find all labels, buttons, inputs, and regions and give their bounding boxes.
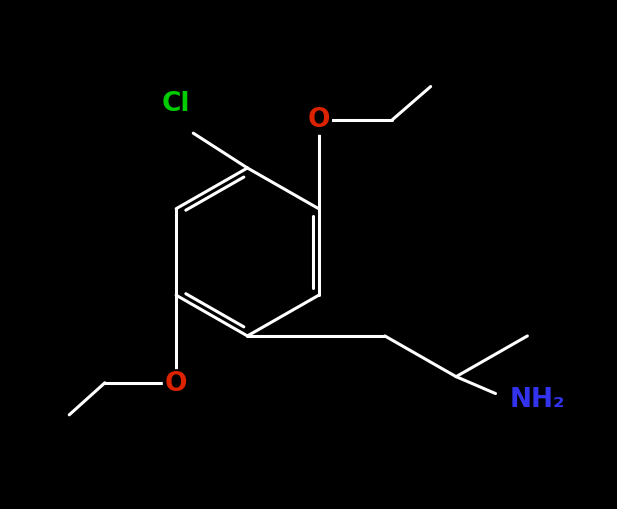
Text: NH₂: NH₂ [510,386,565,413]
Text: Cl: Cl [162,91,191,117]
Text: O: O [307,106,330,133]
Text: O: O [165,371,188,398]
